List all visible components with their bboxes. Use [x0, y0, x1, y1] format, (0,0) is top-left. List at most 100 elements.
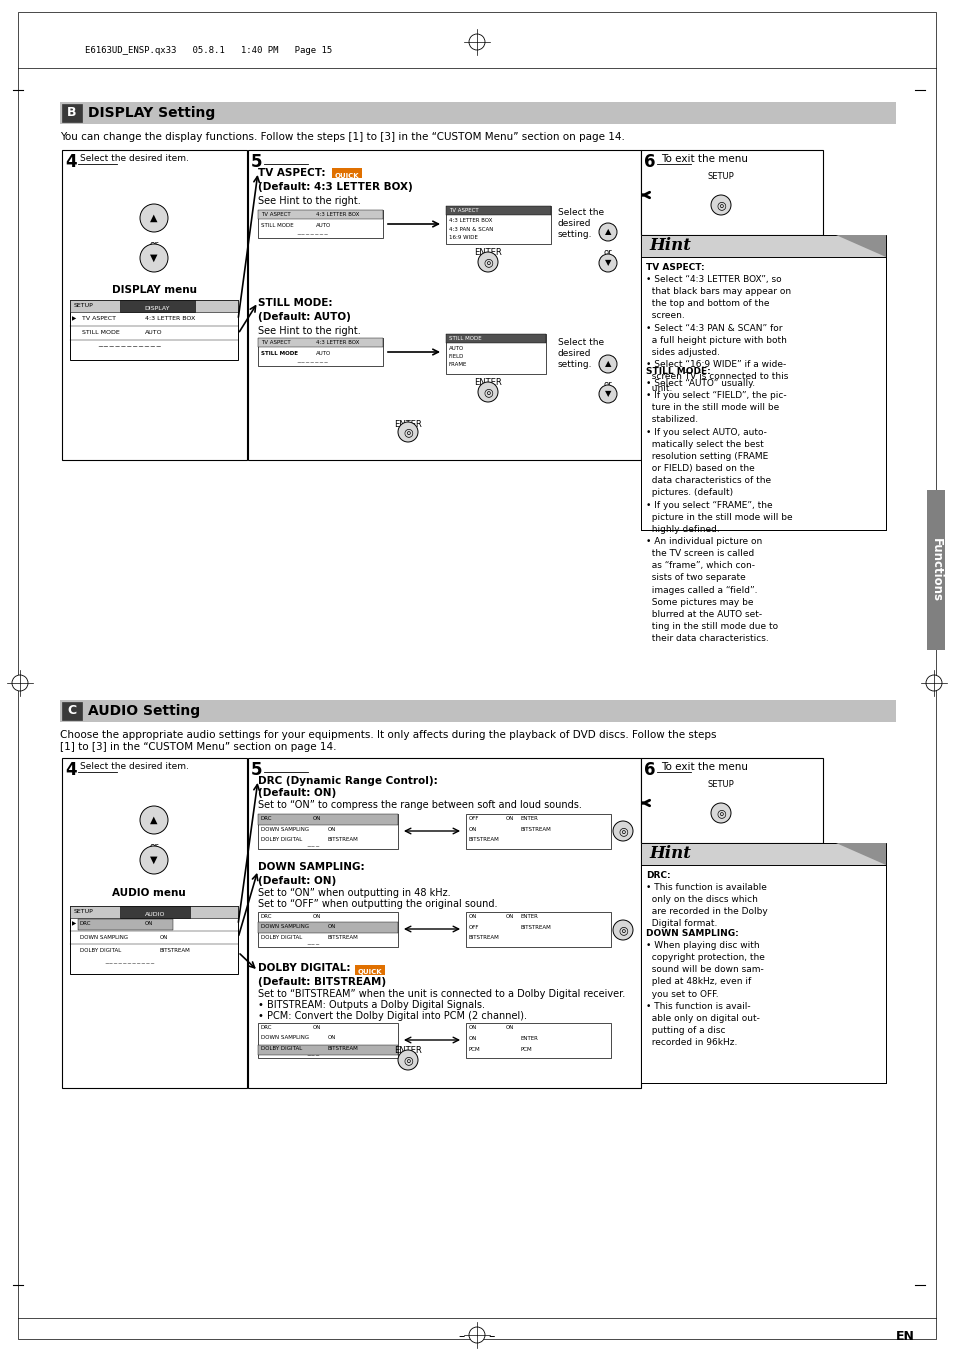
Text: 6: 6: [643, 761, 655, 780]
Circle shape: [397, 1050, 417, 1070]
Text: ON: ON: [313, 1025, 321, 1029]
Text: (Default: 4:3 LETTER BOX): (Default: 4:3 LETTER BOX): [257, 182, 413, 192]
Text: AUTO: AUTO: [315, 223, 331, 228]
Text: STILL MODE: STILL MODE: [82, 330, 120, 335]
Circle shape: [397, 422, 417, 442]
Text: DOLBY DIGITAL: DOLBY DIGITAL: [261, 1046, 302, 1051]
Text: 4:3 PAN & SCAN: 4:3 PAN & SCAN: [449, 227, 493, 232]
Text: ▶: ▶: [71, 316, 76, 322]
Bar: [78, 919, 172, 929]
Text: BITSTREAM: BITSTREAM: [520, 925, 551, 929]
Text: • PCM: Convert the Dolby Digital into PCM (2 channel).: • PCM: Convert the Dolby Digital into PC…: [257, 1011, 526, 1021]
Bar: [332, 168, 361, 178]
Bar: [120, 907, 190, 917]
Text: BITSTREAM: BITSTREAM: [328, 1046, 358, 1051]
Text: E6163UD_ENSP.qx33   05.8.1   1:40 PM   Page 15: E6163UD_ENSP.qx33 05.8.1 1:40 PM Page 15: [85, 46, 332, 55]
Text: 4:3 LETTER BOX: 4:3 LETTER BOX: [315, 340, 359, 345]
Text: SETUP: SETUP: [707, 780, 734, 789]
Text: ON: ON: [160, 935, 168, 940]
Text: 4: 4: [65, 153, 76, 172]
Text: or: or: [150, 240, 158, 249]
Circle shape: [710, 195, 730, 215]
Text: (Default: ON): (Default: ON): [257, 875, 335, 886]
Text: • When playing disc with
  copyright protection, the
  sound will be down sam-
 : • When playing disc with copyright prote…: [645, 942, 764, 1047]
Bar: [62, 703, 82, 720]
Circle shape: [140, 807, 168, 834]
Bar: [446, 334, 545, 374]
Text: B: B: [67, 107, 76, 119]
Text: ▲: ▲: [604, 359, 611, 369]
Bar: [248, 758, 640, 1088]
Text: AUDIO menu: AUDIO menu: [112, 888, 186, 898]
Text: (Default: ON): (Default: ON): [257, 788, 335, 798]
Text: DRC: DRC: [80, 921, 91, 925]
Text: ~~~~~~~~~~~: ~~~~~~~~~~~: [97, 345, 162, 350]
Text: Set to “BITSTREAM” when the unit is connected to a Dolby Digital receiver.: Set to “BITSTREAM” when the unit is conn…: [257, 989, 624, 998]
Text: ON: ON: [505, 915, 514, 919]
Text: 16:9 WIDE: 16:9 WIDE: [449, 235, 477, 240]
Text: or: or: [603, 249, 612, 257]
Bar: [640, 843, 885, 865]
Text: DOWN SAMPLING: DOWN SAMPLING: [261, 1035, 309, 1040]
Text: DRC: DRC: [261, 816, 273, 821]
Text: DISPLAY: DISPLAY: [144, 305, 170, 311]
Text: TV ASPECT:: TV ASPECT:: [257, 168, 325, 178]
Text: ON: ON: [145, 921, 153, 925]
Text: STILL MODE: STILL MODE: [261, 223, 294, 228]
Bar: [446, 334, 545, 343]
Text: BITSTREAM: BITSTREAM: [469, 935, 499, 940]
Text: 4:3 LETTER BOX: 4:3 LETTER BOX: [449, 218, 492, 223]
Circle shape: [613, 821, 633, 842]
Text: ~~~: ~~~: [306, 942, 319, 947]
Text: QUICK: QUICK: [357, 969, 382, 975]
Text: ON: ON: [313, 915, 321, 919]
Text: ▼: ▼: [604, 258, 611, 267]
Bar: [257, 1046, 397, 1055]
Circle shape: [140, 846, 168, 874]
Text: BITSTREAM: BITSTREAM: [328, 838, 358, 842]
Text: DRC:: DRC:: [645, 871, 670, 880]
Text: DISPLAY Setting: DISPLAY Setting: [88, 105, 215, 120]
Text: AUTO: AUTO: [315, 351, 331, 357]
Text: AUTO: AUTO: [145, 330, 162, 335]
Text: SETUP: SETUP: [74, 303, 93, 308]
Text: STILL MODE:: STILL MODE:: [257, 299, 333, 308]
Text: Set to “ON” to compress the range between soft and loud sounds.: Set to “ON” to compress the range betwee…: [257, 800, 581, 811]
Text: ENTER: ENTER: [520, 1036, 538, 1042]
Bar: [70, 907, 237, 974]
Circle shape: [598, 223, 617, 240]
Circle shape: [598, 385, 617, 403]
Text: ON: ON: [313, 816, 321, 821]
Text: DOWN SAMPLING:: DOWN SAMPLING:: [645, 929, 738, 938]
Text: BITSTREAM: BITSTREAM: [469, 838, 499, 842]
Bar: [62, 150, 247, 459]
Bar: [446, 205, 551, 245]
Text: ENTER: ENTER: [394, 1046, 421, 1055]
Text: • BITSTREAM: Outputs a Dolby Digital Signals.: • BITSTREAM: Outputs a Dolby Digital Sig…: [257, 1000, 484, 1011]
Text: ◎: ◎: [716, 808, 725, 817]
Text: • Select “4:3 LETTER BOX”, so
  that black bars may appear on
  the top and bott: • Select “4:3 LETTER BOX”, so that black…: [645, 276, 790, 393]
Bar: [62, 104, 82, 122]
Bar: [926, 490, 944, 650]
Bar: [446, 205, 551, 215]
Bar: [640, 843, 885, 1084]
Text: • Select “AUTO” usually.
• If you select “FIELD”, the pic-
  ture in the still m: • Select “AUTO” usually. • If you select…: [645, 380, 792, 643]
Bar: [640, 758, 822, 843]
Bar: [257, 209, 382, 238]
Text: FIELD: FIELD: [449, 354, 464, 359]
Text: 4: 4: [65, 761, 76, 780]
Text: Set to “OFF” when outputting the original sound.: Set to “OFF” when outputting the origina…: [257, 898, 497, 909]
Text: OFF: OFF: [469, 925, 479, 929]
Text: BITSTREAM: BITSTREAM: [520, 827, 551, 832]
Circle shape: [477, 253, 497, 272]
Text: ▼: ▼: [604, 389, 611, 399]
Circle shape: [140, 204, 168, 232]
Text: ~~~: ~~~: [306, 844, 319, 848]
Text: TV ASPECT:: TV ASPECT:: [645, 263, 704, 272]
Circle shape: [613, 920, 633, 940]
Circle shape: [598, 254, 617, 272]
Text: BITSTREAM: BITSTREAM: [160, 948, 191, 952]
Polygon shape: [835, 235, 885, 257]
Text: ▲: ▲: [150, 213, 157, 223]
Text: Select the
desired
setting.: Select the desired setting.: [558, 338, 603, 369]
